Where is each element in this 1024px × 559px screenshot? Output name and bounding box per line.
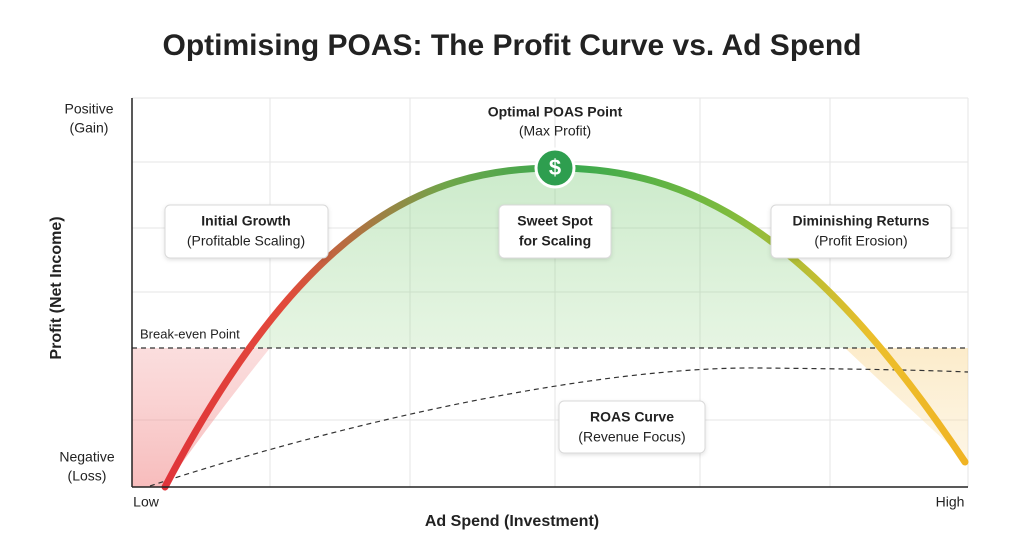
x-axis-title: Ad Spend (Investment) (425, 513, 599, 530)
annotation-box (164, 204, 329, 259)
annotation-subtitle: (Revenue Focus) (578, 429, 685, 445)
y-positive-note: (Gain) (70, 120, 109, 136)
y-negative: Negative (59, 449, 114, 465)
annotation-title: Diminishing Returns (793, 213, 930, 229)
annotation-box (770, 204, 952, 259)
x-high: High (936, 494, 965, 510)
chart-title: Optimising POAS: The Profit Curve vs. Ad… (163, 29, 862, 62)
annotation-title: ROAS Curve (590, 409, 674, 425)
annotation-title: Sweet Spot (517, 213, 593, 229)
y-negative-note: (Loss) (68, 468, 107, 484)
y-positive: Positive (64, 101, 113, 117)
x-low: Low (133, 494, 160, 510)
annotation-box (558, 400, 706, 454)
optimal-icon (534, 147, 576, 189)
y-axis-title: Profit (Net Income) (48, 216, 65, 359)
annotation-subtitle: (Profit Erosion) (814, 233, 907, 249)
optimal-subtitle: (Max Profit) (519, 123, 591, 139)
erosion-area (845, 348, 968, 462)
annotation-title: Initial Growth (201, 213, 290, 229)
annotation-subtitle: (Profitable Scaling) (187, 233, 305, 249)
optimal-title: Optimal POAS Point (488, 104, 623, 120)
annotation-subtitle: for Scaling (519, 233, 591, 249)
break-even-label: Break-even Point (140, 326, 240, 341)
optimal-icon-text: $ (549, 155, 561, 180)
annotation-box (498, 204, 612, 259)
